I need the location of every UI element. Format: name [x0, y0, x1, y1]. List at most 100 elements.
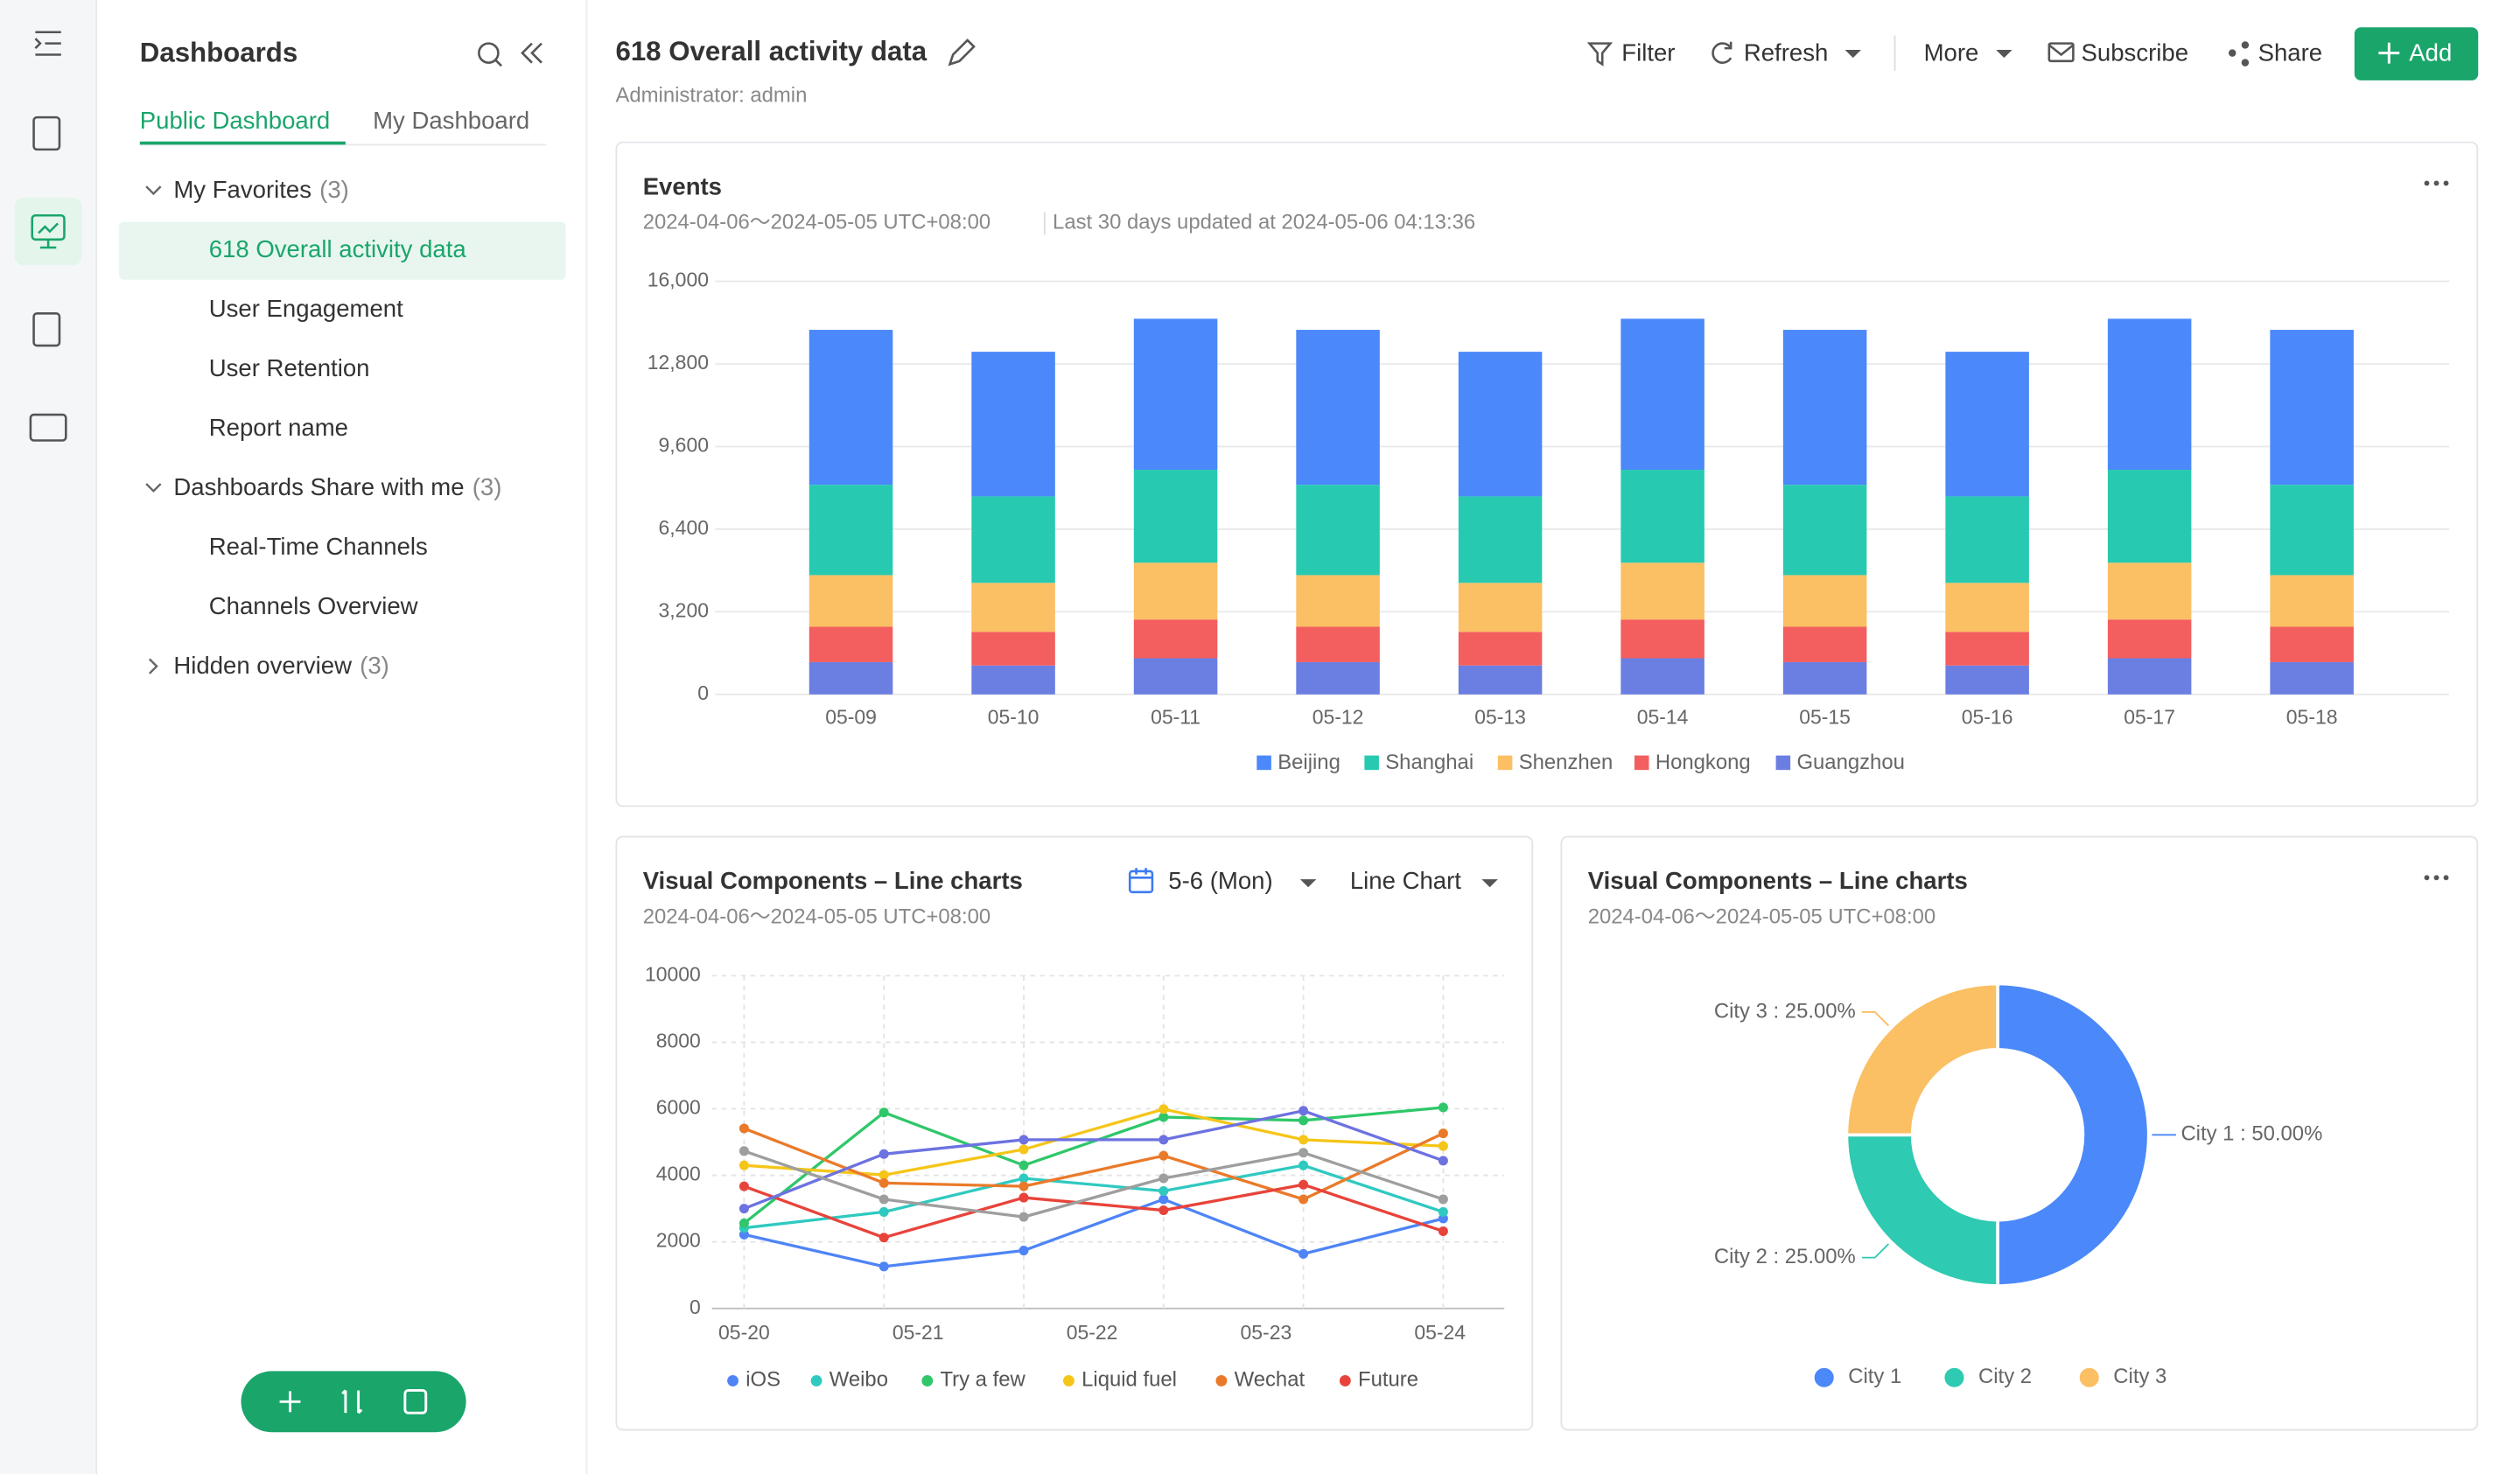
tab[interactable]: Public Dashboard	[140, 107, 330, 134]
calendar-icon[interactable]	[1128, 870, 1154, 894]
more-icon[interactable]	[2424, 875, 2449, 881]
refresh-icon[interactable]	[1712, 41, 1732, 64]
card-title: Events	[643, 172, 722, 199]
point	[1438, 1194, 1448, 1205]
group-label[interactable]: Hidden overview	[173, 652, 352, 679]
x-tick-label: 05-17	[2124, 705, 2175, 728]
tree-item[interactable]: Report name	[209, 414, 348, 441]
bar-segment	[971, 583, 1055, 632]
action[interactable]: Subscribe	[2082, 39, 2188, 66]
legend-dot	[810, 1374, 822, 1387]
bar-segment	[808, 485, 893, 576]
chart-type-select[interactable]: Line Chart	[1350, 867, 1461, 894]
bar-segment	[971, 632, 1055, 666]
point	[878, 1194, 889, 1205]
point	[1158, 1150, 1169, 1161]
chevron	[145, 483, 162, 493]
add-button[interactable]	[2354, 27, 2479, 80]
toolbar-icons[interactable]	[279, 1389, 363, 1415]
legend-swatch	[1634, 755, 1649, 771]
action[interactable]: Add	[2409, 39, 2452, 66]
y-tick-label: 6000	[656, 1096, 701, 1119]
tree-item[interactable]: 618 Overall activity data	[209, 235, 467, 262]
bar-segment	[1620, 470, 1704, 563]
toolbar-icon[interactable]	[403, 1388, 428, 1415]
tree-item[interactable]: Channels Overview	[209, 592, 418, 619]
line	[744, 1198, 1444, 1268]
leader-line	[1862, 1011, 1890, 1027]
bar-segment	[1620, 318, 1704, 471]
legend-label: Weibo	[830, 1368, 888, 1392]
mail-icon-flap	[2048, 44, 2075, 57]
action[interactable]: Refresh	[1744, 39, 1828, 66]
bar-segment	[1458, 352, 1543, 497]
active-rail-bg	[14, 198, 82, 266]
edit-icon[interactable]	[948, 38, 976, 66]
point	[738, 1204, 749, 1214]
bar-segment	[1620, 562, 1704, 620]
report-icon[interactable]	[32, 115, 61, 151]
point	[1018, 1173, 1029, 1184]
card-icon[interactable]	[29, 413, 67, 442]
y-tick-label: 8000	[656, 1030, 701, 1052]
x-tick-label: 05-24	[1414, 1321, 1466, 1344]
tree-item[interactable]: Real-Time Channels	[209, 533, 428, 560]
point	[1438, 1141, 1448, 1151]
action[interactable]: More	[1924, 39, 1979, 66]
bar-segment	[1296, 626, 1380, 662]
bar-segment	[1133, 619, 1218, 659]
point	[738, 1123, 749, 1134]
action[interactable]: Filter	[1621, 39, 1675, 66]
line	[743, 1127, 1445, 1201]
action[interactable]: Share	[2258, 39, 2323, 66]
bar-segment	[1782, 485, 1867, 576]
bar-segment	[2107, 619, 2192, 659]
line	[743, 1149, 1444, 1219]
point	[738, 1218, 749, 1228]
bar-segment	[2107, 562, 2192, 620]
point	[878, 1170, 889, 1180]
collapse-icon[interactable]	[494, 42, 542, 67]
x-tick-label: 05-21	[892, 1321, 944, 1344]
menu-icon[interactable]	[34, 31, 61, 56]
caret	[1996, 49, 2012, 59]
donut-slice	[1996, 982, 2151, 1288]
bar-segment	[971, 665, 1055, 695]
point	[878, 1261, 889, 1272]
bar-segment	[808, 626, 893, 662]
tree-item[interactable]: User Retention	[209, 354, 370, 381]
line	[743, 1109, 1444, 1211]
x-tick-label: 05-18	[2286, 705, 2338, 728]
legend-label: Shanghai	[1385, 751, 1474, 774]
tree-item[interactable]: User Engagement	[209, 295, 403, 322]
legend-label: Beijing	[1278, 751, 1340, 774]
caret	[1481, 879, 1498, 888]
group-label[interactable]: My Favorites	[173, 176, 312, 203]
point	[1158, 1185, 1169, 1196]
chevron	[148, 658, 158, 674]
bar-segment	[1458, 496, 1543, 583]
search-icon[interactable]	[478, 42, 500, 64]
group-count: (3)	[360, 652, 389, 679]
group-label[interactable]: Dashboards Share with me	[173, 473, 464, 500]
legend-dot	[1944, 1367, 1964, 1387]
more-icon[interactable]	[2424, 180, 2449, 186]
bar-segment	[1620, 619, 1704, 659]
legend-dot	[1215, 1374, 1228, 1387]
tab[interactable]: My Dashboard	[373, 107, 529, 134]
point	[1158, 1135, 1169, 1145]
date-filter[interactable]: 5-6 (Mon)	[1168, 867, 1272, 894]
donut-slice	[1844, 982, 1999, 1137]
legend-label: Try a few	[940, 1368, 1026, 1392]
selected-row	[118, 221, 566, 280]
bar-segment	[1458, 583, 1543, 632]
doc-icon[interactable]	[32, 312, 61, 347]
filter-icon[interactable]	[1586, 42, 1614, 66]
share-icon[interactable]	[2229, 41, 2250, 66]
chevron	[145, 185, 162, 196]
line	[744, 1163, 1444, 1230]
mail-icon[interactable]	[2048, 42, 2075, 63]
legend-dot	[921, 1374, 934, 1387]
bar-segment	[1296, 485, 1380, 576]
